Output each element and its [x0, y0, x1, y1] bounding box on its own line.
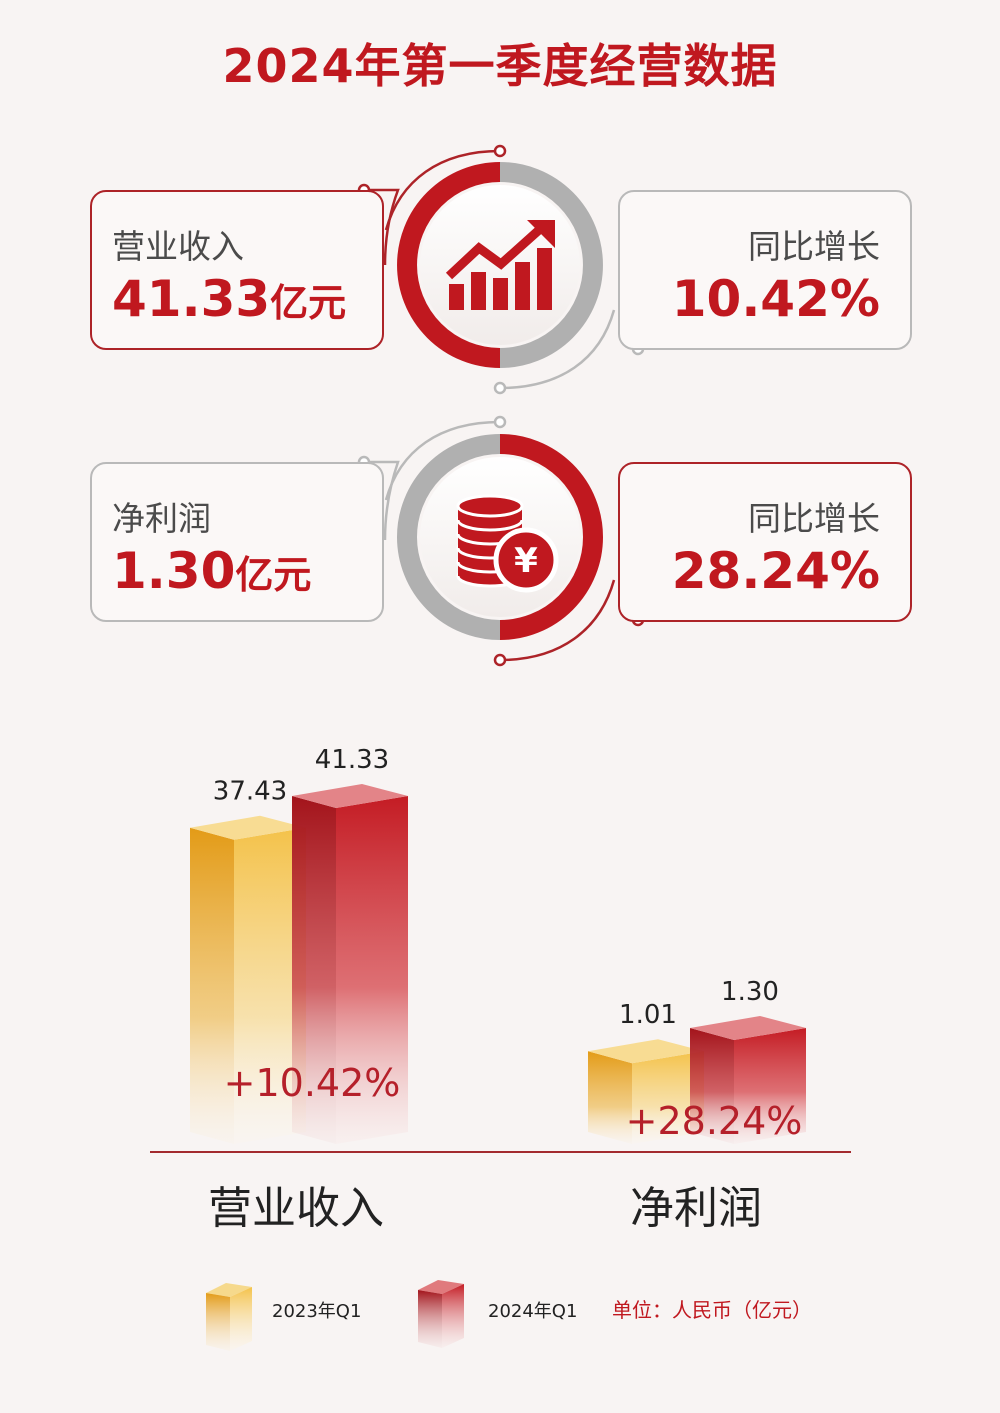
bar-value-label-0-1: 41.33 [315, 745, 389, 775]
bar-top-1-1 [690, 1016, 806, 1040]
bar-value-label-1-0: 1.01 [619, 1000, 677, 1030]
revenue-growth-card: 同比增长 10.42% [618, 190, 912, 350]
profit-growth-card: 同比增长 28.24% [618, 462, 912, 622]
profit-card: 净利润 1.30亿元 [90, 462, 384, 622]
bar-front-1-1 [734, 1028, 806, 1144]
coins-yen-icon: ¥ [456, 494, 559, 593]
revenue-card: 营业收入 41.33亿元 [90, 190, 384, 350]
page-title: 2024年第一季度经营数据 [222, 39, 778, 93]
bar-value-label-0-0: 37.43 [213, 777, 287, 807]
bar-front-0-0 [234, 827, 306, 1144]
profit-value: 1.30亿元 [112, 542, 312, 600]
growth-chart-icon [445, 220, 555, 310]
legend-label-2024: 2024年Q1 [488, 1301, 578, 1322]
profit-growth-value: 28.24% [671, 542, 880, 600]
revenue-growth-label: 同比增长 [748, 227, 880, 266]
bar-front-1-0 [632, 1051, 704, 1144]
bar-top-1-0 [588, 1039, 704, 1064]
profit-label: 净利润 [112, 499, 211, 538]
profit-growth-label: 同比增长 [748, 499, 880, 538]
bar-top-0-0 [190, 815, 306, 840]
legend-label-2023: 2023年Q1 [272, 1301, 362, 1322]
bar-side-1-1 [690, 1028, 734, 1144]
bar-side-0-0 [190, 827, 234, 1144]
category-label-revenue: 营业收入 [208, 1183, 384, 1234]
bar-side-1-0 [588, 1051, 632, 1144]
revenue-value: 41.33亿元 [112, 270, 347, 328]
growth-label-0: +10.42% [224, 1061, 401, 1105]
bar-side-0-1 [292, 796, 336, 1144]
bar-top-0-1 [292, 784, 408, 808]
revenue-label: 营业收入 [112, 227, 244, 266]
unit-note: 单位：人民币（亿元） [612, 1298, 812, 1322]
bar-value-label-1-1: 1.30 [721, 977, 779, 1007]
legend-swatch-2024 [418, 1280, 464, 1348]
svg-text:¥: ¥ [514, 541, 538, 581]
category-label-profit: 净利润 [630, 1183, 762, 1234]
bar-front-0-1 [336, 796, 408, 1144]
bar-chart: 37.43 41.33 +10.42% 1.01 1.30 +28.24% [150, 745, 851, 1153]
growth-label-1: +28.24% [626, 1099, 803, 1143]
revenue-growth-value: 10.42% [671, 270, 880, 328]
legend-swatch-2023 [206, 1283, 252, 1351]
